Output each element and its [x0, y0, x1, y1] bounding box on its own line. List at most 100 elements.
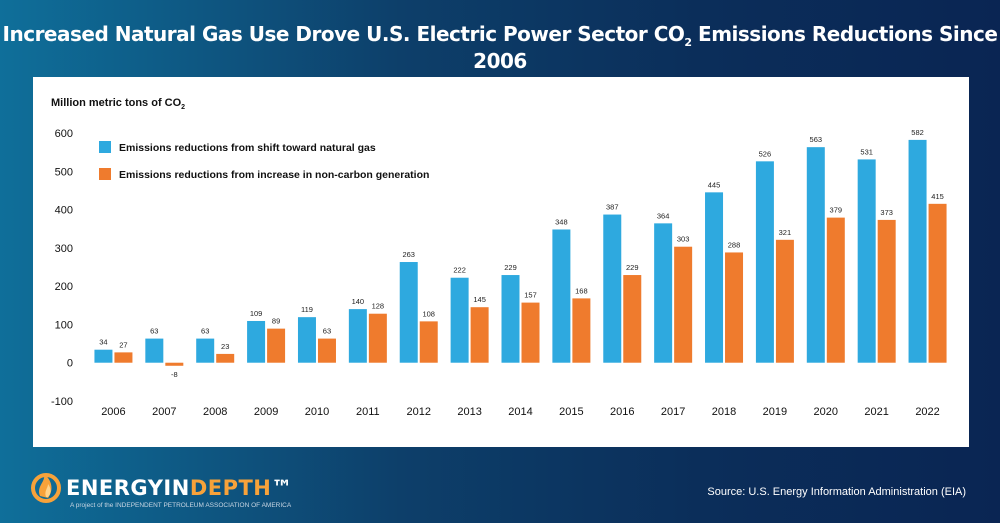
bar-natural-gas — [297, 317, 316, 363]
data-label: 526 — [759, 149, 772, 158]
legend-swatch — [99, 168, 111, 180]
x-tick-label: 2022 — [915, 406, 939, 418]
y-axis-label: Million metric tons of CO2 — [51, 97, 186, 112]
data-label: 364 — [657, 211, 670, 220]
bar-non-carbon — [725, 252, 744, 363]
data-label: 229 — [504, 263, 517, 272]
x-tick-label: 2017 — [661, 406, 685, 418]
x-tick-label: 2015 — [559, 406, 583, 418]
data-label: 27 — [119, 340, 127, 349]
data-label: 263 — [402, 250, 415, 259]
bar-non-carbon — [165, 362, 184, 366]
bar-natural-gas — [94, 349, 113, 363]
bar-non-carbon — [267, 328, 286, 363]
data-label: 303 — [677, 235, 690, 244]
data-label: 119 — [301, 305, 313, 314]
legend-label: Emissions reductions from increase in no… — [119, 169, 429, 181]
x-tick-label: 2020 — [814, 406, 838, 418]
legend-swatch — [99, 141, 111, 153]
page-title: Increased Natural Gas Use Drove U.S. Ele… — [2, 22, 998, 73]
bar-natural-gas — [654, 223, 673, 363]
data-label: 445 — [708, 180, 721, 189]
data-label: 140 — [352, 297, 365, 306]
bar-non-carbon — [928, 203, 947, 363]
x-tick-label: 2014 — [508, 406, 532, 418]
data-label: 23 — [221, 342, 229, 351]
data-label: 387 — [606, 203, 619, 212]
y-tick-label: 100 — [55, 319, 73, 331]
bar-natural-gas — [399, 262, 418, 363]
data-label: 582 — [911, 128, 924, 137]
brand-tagline: A project of the INDEPENDENT PETROLEUM A… — [70, 502, 292, 509]
data-label: 34 — [99, 338, 107, 347]
bar-natural-gas — [603, 214, 622, 363]
data-label: 222 — [453, 266, 466, 275]
bar-non-carbon — [419, 321, 438, 363]
bar-natural-gas — [705, 192, 724, 363]
x-tick-label: 2016 — [610, 406, 634, 418]
legend-label: Emissions reductions from shift toward n… — [119, 142, 376, 154]
data-label: 168 — [575, 286, 588, 295]
bar-natural-gas — [755, 161, 774, 363]
data-label: 63 — [150, 327, 158, 336]
bar-natural-gas — [857, 159, 876, 363]
logo — [31, 473, 61, 503]
chart-panel: Million metric tons of CO2 -100 0 100 200 30… — [33, 77, 969, 447]
data-label: 63 — [201, 327, 209, 336]
source-note: Source: U.S. Energy Information Administ… — [707, 486, 966, 498]
bar-non-carbon — [877, 219, 896, 363]
y-tick-label: -100 — [51, 396, 73, 408]
data-label: 379 — [830, 206, 843, 215]
bar-natural-gas — [450, 277, 469, 363]
bar-non-carbon — [216, 353, 235, 363]
bar-non-carbon — [674, 246, 693, 363]
data-label: 157 — [524, 291, 537, 300]
y-tick-label: 0 — [67, 358, 73, 370]
y-tick-label: 300 — [55, 243, 73, 255]
bar-natural-gas — [806, 147, 825, 363]
x-tick-label: 2011 — [356, 406, 380, 418]
x-tick-label: 2009 — [254, 406, 278, 418]
bar-non-carbon — [114, 352, 133, 363]
bar-natural-gas — [908, 139, 927, 363]
data-label: 229 — [626, 263, 639, 272]
bar-natural-gas — [196, 338, 215, 363]
data-label: 288 — [728, 240, 741, 249]
flame-icon — [31, 473, 61, 503]
data-label: 145 — [473, 295, 486, 304]
y-tick-label: 600 — [55, 128, 73, 140]
y-tick-label: 400 — [55, 205, 73, 217]
data-label: 321 — [779, 228, 792, 237]
bar-non-carbon — [775, 239, 794, 363]
bar-non-carbon — [317, 338, 336, 363]
bar-non-carbon — [521, 302, 540, 363]
bar-natural-gas — [247, 320, 266, 363]
data-label: 109 — [250, 309, 263, 318]
data-label: -8 — [171, 370, 178, 379]
bar-non-carbon — [826, 217, 845, 363]
data-label: 63 — [323, 327, 331, 336]
x-tick-label: 2010 — [305, 406, 329, 418]
bar-non-carbon — [470, 307, 489, 363]
y-tick-label: 500 — [55, 166, 73, 178]
x-tick-label: 2012 — [406, 406, 430, 418]
data-label: 531 — [860, 147, 873, 156]
data-label: 89 — [272, 317, 280, 326]
bar-natural-gas — [348, 309, 367, 363]
bar-non-carbon — [572, 298, 591, 363]
data-label: 108 — [422, 309, 435, 318]
data-label: 415 — [931, 192, 944, 201]
x-tick-label: 2019 — [763, 406, 787, 418]
x-tick-label: 2007 — [152, 406, 176, 418]
bar-natural-gas — [501, 275, 520, 363]
y-tick-label: 200 — [55, 281, 73, 293]
x-tick-label: 2006 — [101, 406, 125, 418]
x-tick-label: 2013 — [457, 406, 481, 418]
bar-natural-gas — [145, 338, 164, 363]
bar-natural-gas — [552, 229, 571, 363]
bar-non-carbon — [623, 275, 642, 363]
data-label: 348 — [555, 217, 568, 226]
data-label: 563 — [810, 135, 823, 144]
x-tick-label: 2018 — [712, 406, 736, 418]
